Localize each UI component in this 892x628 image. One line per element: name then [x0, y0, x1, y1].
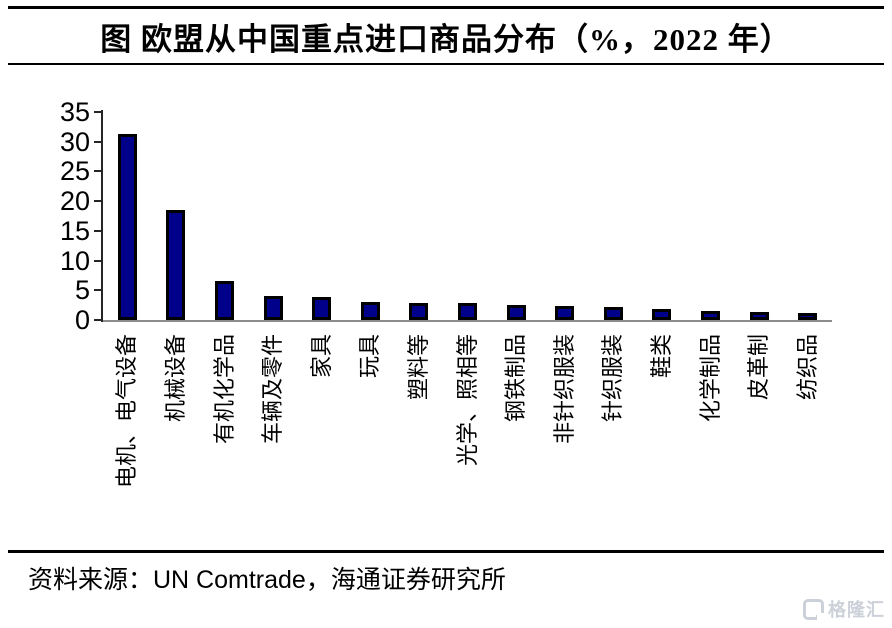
- x-label-3: 车辆及零件: [260, 334, 285, 445]
- bar-chart: 0 5 10 15 20 25 30 35 电机、电气设备 机械设备 有机化学品 车辆及零件 家具 玩具塑…: [0, 80, 892, 550]
- y-tick-label-35: 35: [59, 97, 90, 127]
- x-label-13: 皮革制: [746, 334, 771, 401]
- bar-13: [750, 312, 769, 320]
- x-label-0: 电机、电气设备: [114, 334, 139, 489]
- y-tick-label-10: 10: [59, 245, 90, 276]
- bar-1: [166, 210, 185, 320]
- bar-6: [409, 303, 428, 320]
- y-tick-15: [94, 229, 103, 232]
- top-rule: [8, 6, 884, 9]
- y-tick-label-25: 25: [59, 156, 90, 187]
- y-tick-35: [94, 111, 103, 113]
- chart-title: 图 欧盟从中国重点进口商品分布（%，2022 年）: [100, 22, 792, 57]
- x-label-7: 光学、照相等: [455, 334, 480, 467]
- y-tick-30: [94, 140, 103, 143]
- bar-7: [458, 303, 477, 320]
- watermark-text: 格隆汇: [828, 600, 885, 620]
- x-label-1: 机械设备: [163, 334, 188, 423]
- y-tick-20: [94, 200, 103, 203]
- bar-3: [264, 296, 283, 320]
- watermark: 格隆汇: [803, 597, 885, 621]
- x-label-8: 钢铁制品: [503, 334, 528, 423]
- y-tick-25: [94, 170, 103, 173]
- bar-14: [798, 313, 817, 320]
- y-tick-label-0: 0: [74, 305, 90, 335]
- x-label-14: 纺织品: [795, 334, 820, 401]
- y-tick-label-20: 20: [59, 186, 90, 217]
- y-tick-5: [94, 289, 103, 292]
- gelonghui-logo-icon: [803, 598, 824, 620]
- x-label-5: 玩具: [357, 334, 382, 379]
- x-axis-line: [103, 320, 832, 322]
- x-label-2: 有机化学品: [212, 334, 237, 445]
- x-label-9: 非针织服装: [552, 334, 577, 445]
- bar-0: [118, 134, 137, 320]
- bar-5: [361, 302, 380, 320]
- bar-4: [312, 297, 331, 320]
- bar-8: [507, 305, 526, 320]
- footer-divider-rule: [8, 550, 884, 553]
- bar-2: [215, 281, 234, 320]
- y-tick-10: [94, 259, 103, 262]
- y-tick-label-5: 5: [74, 275, 90, 306]
- x-label-6: 塑料等: [406, 334, 431, 401]
- source-note: 资料来源：UN Comtrade，海通证券研究所: [28, 566, 506, 594]
- x-label-11: 鞋类: [649, 334, 674, 379]
- bar-10: [604, 307, 623, 320]
- bar-11: [652, 309, 671, 320]
- title-divider-rule: [8, 63, 884, 65]
- y-tick-0: [94, 319, 103, 321]
- x-label-4: 家具: [309, 334, 334, 379]
- bar-9: [555, 306, 574, 320]
- y-axis-line: [101, 110, 103, 322]
- bar-12: [701, 311, 720, 320]
- x-label-10: 针织服装: [600, 334, 625, 423]
- y-tick-label-30: 30: [59, 126, 90, 157]
- y-tick-label-15: 15: [59, 215, 90, 246]
- x-label-12: 化学制品: [698, 334, 723, 423]
